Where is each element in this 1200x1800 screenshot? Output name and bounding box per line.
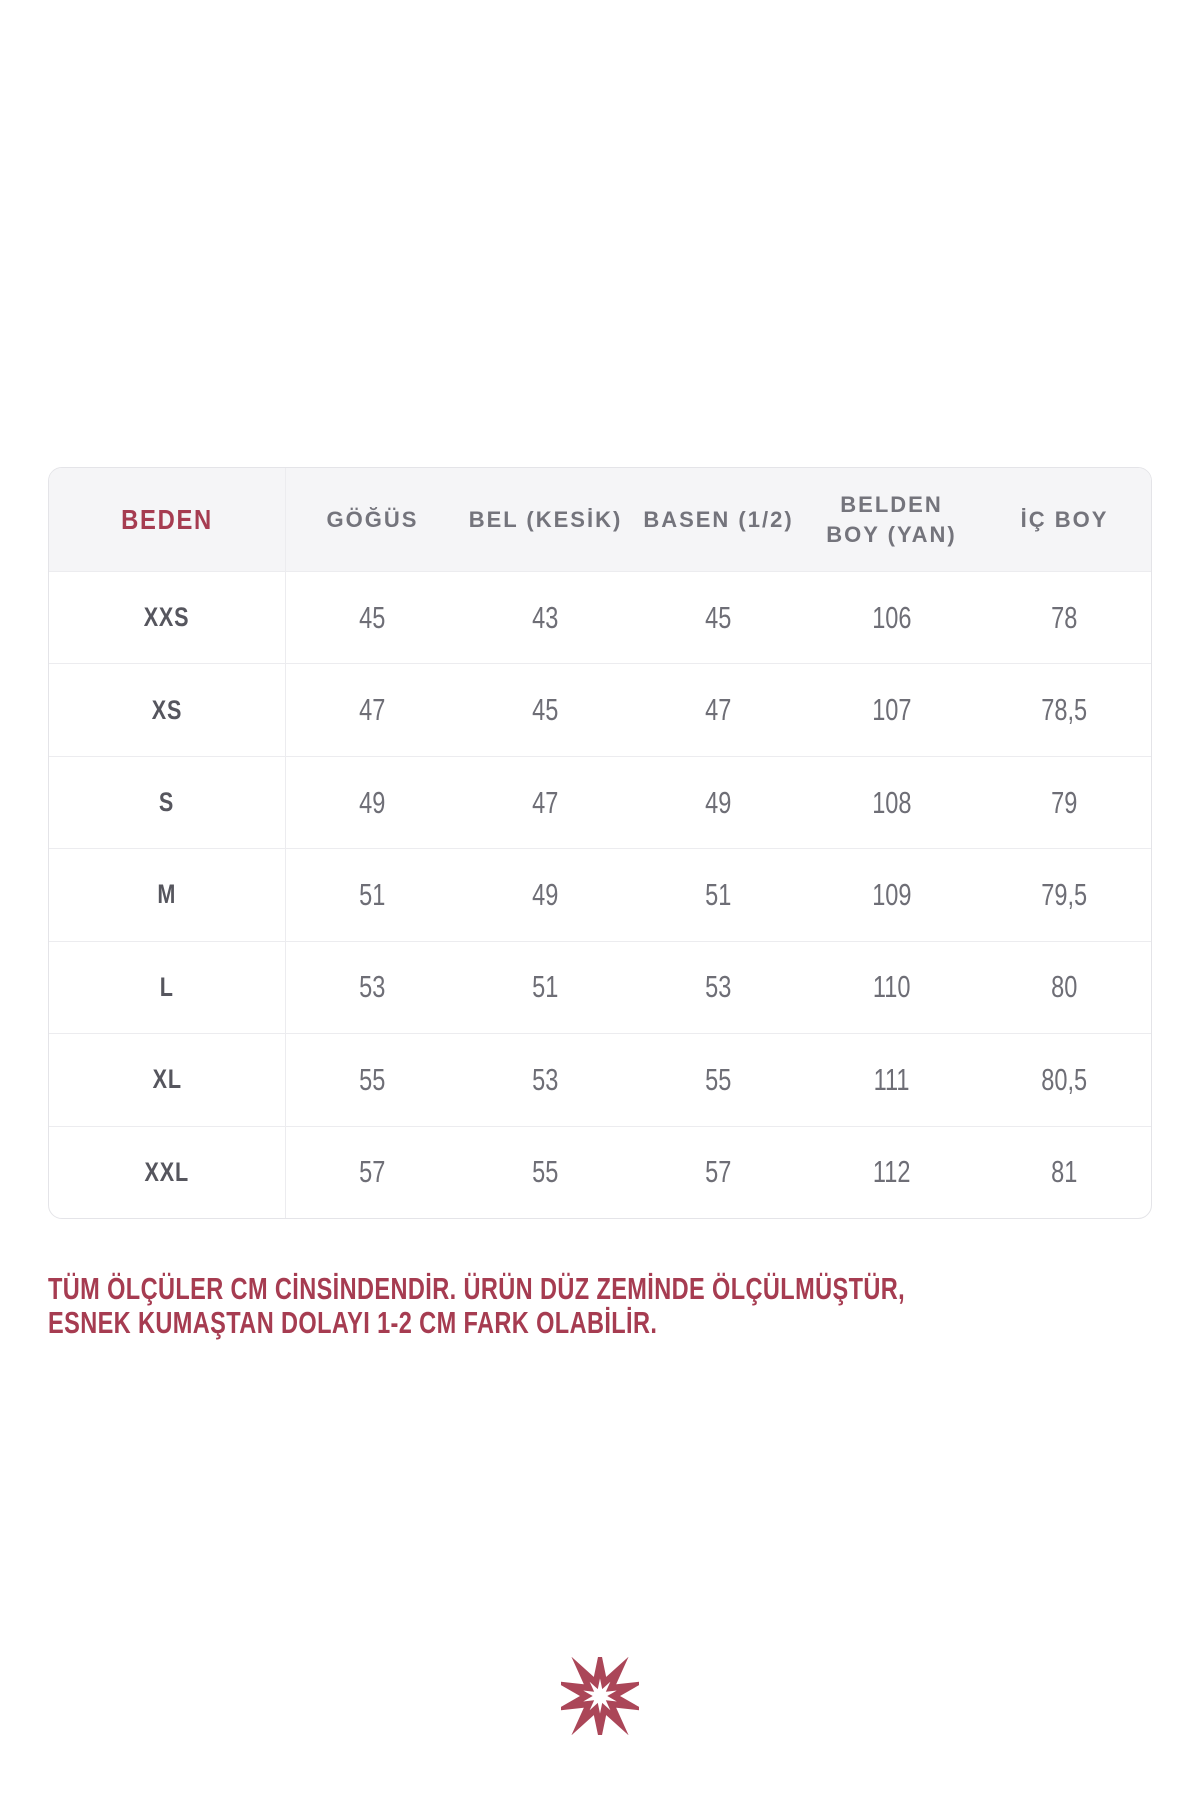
value-cell: 51 [705,876,732,912]
value-cell: 110 [872,969,911,1005]
value-cell: 55 [359,1061,386,1097]
footnote-line-1: TÜM ÖLÇÜLER CM CİNSİNDENDİR. ÜRÜN DÜZ ZE… [48,1271,906,1306]
header-cell-size: BEDEN [49,468,286,571]
table-row: M 51 49 51 109 79,5 [49,849,1151,942]
size-column-title: BEDEN [121,503,213,535]
size-cell: XS [49,664,286,756]
table-row: L 53 51 53 110 80 [49,941,1151,1035]
value-cell: 80 [1051,969,1078,1005]
size-label: XXL [144,1156,190,1187]
value-cell: 107 [871,692,912,728]
header-cell: GÖĞÜS [286,468,459,571]
value-cell: 47 [532,784,559,820]
value-cell: 55 [532,1154,559,1190]
table-row: XXS 45 43 45 106 78 [49,572,1151,665]
value-cell: 78,5 [1041,692,1088,728]
size-cell: XXL [49,1126,286,1218]
value-cell: 78 [1051,599,1078,635]
value-cell: 49 [532,876,559,912]
header-cell: BELDEN BOY (YAN) [805,468,978,571]
value-cell: 106 [871,599,912,635]
column-title: BEL (KESİK) [468,506,623,532]
value-cell: 51 [532,969,559,1005]
value-cell: 55 [705,1061,732,1097]
footnote-line-2: ESNEK KUMAŞTAN DOLAYI 1-2 CM FARK OLABİL… [48,1305,658,1340]
table-row: XS 47 45 47 107 78,5 [49,664,1151,757]
measurement-footnote: TÜM ÖLÇÜLER CM CİNSİNDENDİR. ÜRÜN DÜZ ZE… [48,1272,1176,1340]
value-cell: 45 [705,599,732,635]
size-chart-table: BEDEN GÖĞÜS BEL (KESİK) BASEN (1/2) BELD… [48,467,1152,1219]
value-cell: 47 [359,692,386,728]
starburst-logo-icon [561,1657,639,1735]
value-cell: 45 [532,692,559,728]
table-header-row: BEDEN GÖĞÜS BEL (KESİK) BASEN (1/2) BELD… [49,468,1151,572]
column-title: GÖĞÜS [326,506,419,532]
table-row: S 49 47 49 108 79 [49,756,1151,850]
value-cell: 81 [1051,1154,1078,1190]
value-cell: 53 [532,1061,559,1097]
header-cell: İÇ BOY [978,468,1151,571]
value-cell: 53 [705,969,732,1005]
value-cell: 108 [871,784,912,820]
table-row: XL 55 53 55 111 80,5 [49,1034,1151,1127]
value-cell: 112 [872,1154,911,1190]
column-title: BELDEN BOY (YAN) [826,491,957,547]
header-cell: BASEN (1/2) [632,468,805,571]
value-cell: 49 [705,784,732,820]
value-cell: 49 [359,784,386,820]
value-cell: 51 [359,876,386,912]
value-cell: 80,5 [1041,1061,1088,1097]
value-cell: 47 [705,692,732,728]
size-label: S [159,787,175,818]
value-cell: 57 [359,1154,386,1190]
column-title: İÇ BOY [1020,506,1109,532]
value-cell: 79,5 [1041,876,1088,912]
value-cell: 45 [359,599,386,635]
size-label: XS [151,694,183,725]
table-row: XXL 57 55 57 112 81 [49,1126,1151,1218]
size-cell: S [49,756,286,849]
value-cell: 111 [873,1061,910,1097]
value-cell: 43 [532,599,559,635]
header-cell: BEL (KESİK) [459,468,632,571]
size-label: XXS [144,602,190,633]
size-label: L [160,971,174,1002]
size-cell: L [49,941,286,1034]
size-cell: M [49,849,286,941]
value-cell: 109 [871,876,912,912]
size-label: M [157,879,177,910]
value-cell: 79 [1051,784,1078,820]
value-cell: 53 [359,969,386,1005]
size-label: XL [152,1064,182,1095]
brand-logo [561,1657,639,1735]
size-cell: XXS [49,572,286,664]
size-cell: XL [49,1034,286,1126]
column-title: BASEN (1/2) [643,506,794,532]
value-cell: 57 [705,1154,732,1190]
